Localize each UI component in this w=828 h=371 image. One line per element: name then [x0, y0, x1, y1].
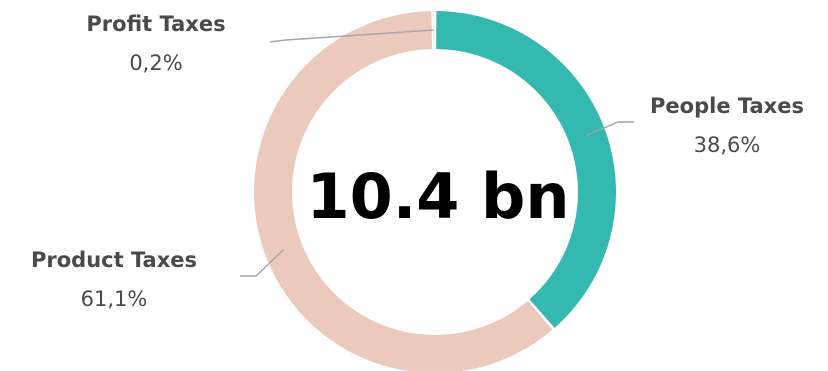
leader-lines — [240, 29, 634, 277]
slice-value-product-taxes: 61,1% — [81, 287, 148, 311]
donut-slice-profit-taxes — [433, 11, 435, 50]
slice-label-people-taxes: People Taxes — [650, 94, 804, 118]
slice-value-people-taxes: 38,6% — [694, 133, 761, 157]
slice-value-profit-taxes: 0,2% — [129, 51, 182, 75]
donut-slices — [254, 11, 617, 371]
slice-label-product-taxes: Product Taxes — [31, 248, 197, 272]
donut-slice-people-taxes — [436, 11, 617, 328]
leader-line-people-taxes — [586, 121, 634, 137]
center-total-label: 10.4 bn — [306, 160, 569, 233]
leader-line-product-taxes — [240, 249, 285, 277]
slice-label-profit-taxes: Profit Taxes — [86, 12, 225, 36]
leader-line-profit-taxes — [269, 29, 434, 43]
donut-slice-product-taxes — [254, 11, 553, 371]
